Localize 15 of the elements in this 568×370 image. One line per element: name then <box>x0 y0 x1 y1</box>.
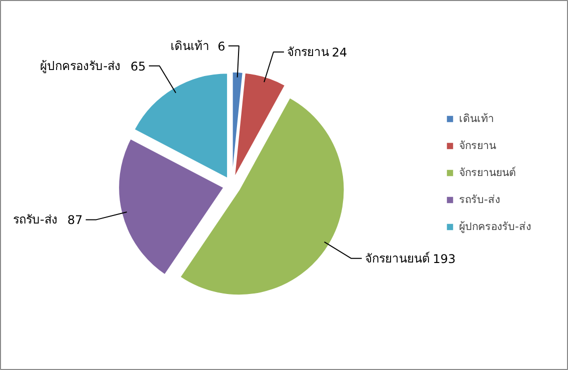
legend-label: เดินเท้า <box>459 111 494 127</box>
slice-label: รถรับ-ส่ง <box>13 212 58 227</box>
data-label: 24 <box>332 46 348 60</box>
slice-label: จักรยานยนต์ <box>364 251 430 266</box>
legend-label: จักรยาน <box>459 138 496 154</box>
slice-label: เดินเท้า <box>170 38 210 53</box>
data-label: 87 <box>67 213 83 228</box>
legend-label: รถรับ-ส่ง <box>459 192 500 208</box>
data-label: 65 <box>130 59 146 74</box>
data-label: 6 <box>218 39 226 54</box>
legend-label: ผู้ปกครองรับ-ส่ง <box>459 219 531 235</box>
slice-label: จักรยาน <box>287 45 330 60</box>
data-label: 193 <box>432 252 456 266</box>
legend-label: จักรยานยนต์ <box>459 165 516 181</box>
slice-label: ผู้ปกครองรับ-ส่ง <box>40 58 121 74</box>
